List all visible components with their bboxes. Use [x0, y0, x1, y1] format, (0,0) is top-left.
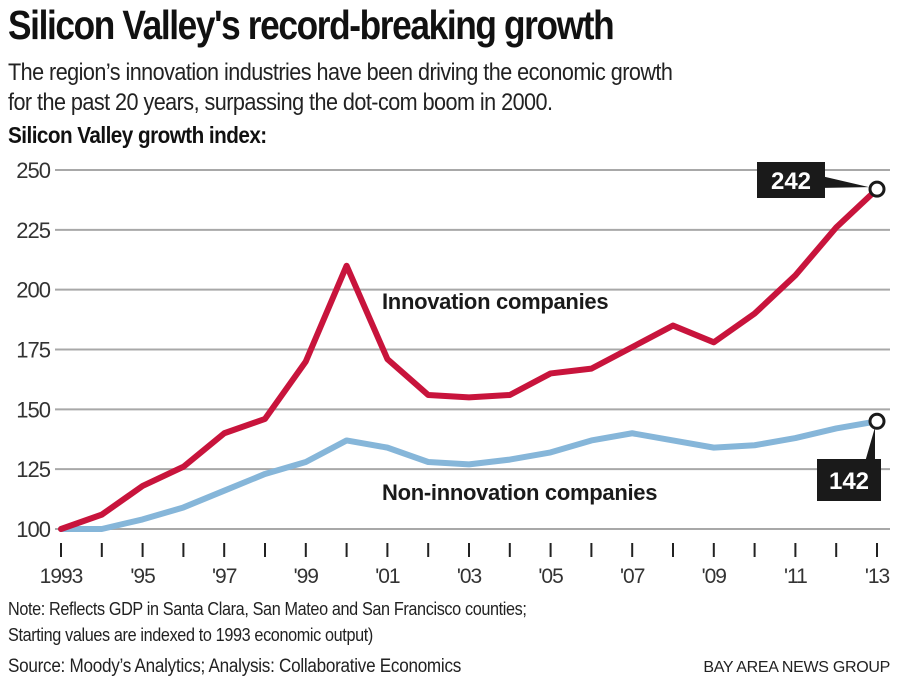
series-line-innovation [58, 186, 880, 532]
chart-title: Silicon Valley's record-breaking growth [8, 2, 615, 48]
x-tick-label: '95 [130, 565, 155, 588]
y-tick-label: 100 [16, 517, 50, 542]
subtitle-line-1: The region’s innovation industries have … [8, 59, 673, 86]
x-tick-label: '01 [375, 565, 400, 588]
y-tick-label: 225 [16, 218, 50, 243]
x-tick-label: 1993 [40, 565, 83, 588]
x-tick-label: '13 [865, 565, 890, 588]
series-line-non-innovation [58, 418, 880, 532]
y-tick-label: 200 [16, 278, 50, 303]
callout-pointer-innovation [817, 175, 869, 188]
x-tick-label: '03 [457, 565, 482, 588]
end-marker-innovation [868, 180, 886, 198]
y-axis-ticks: 100 125 150 175 200 225 250 [16, 158, 51, 542]
y-tick-label: 150 [16, 397, 50, 422]
chart-source: Source: Moody’s Analytics; Analysis: Col… [8, 656, 462, 677]
y-tick-label: 250 [16, 158, 50, 183]
x-tick-label: '99 [294, 565, 319, 588]
line-chart: 100 125 150 175 200 225 250 1993 '95 '97 '99 '01 '0… [16, 158, 891, 588]
subtitle-line-2: for the past 20 years, surpassing the do… [8, 89, 553, 116]
annotations: Innovation companies Non-innovation compa… [382, 162, 886, 505]
x-tick-label: '97 [212, 565, 237, 588]
callout-value-innovation: 242 [771, 168, 811, 195]
series-lines [58, 186, 880, 532]
chart-credit: BAY AREA NEWS GROUP [703, 659, 890, 676]
note-line-2: Starting values are indexed to 1993 econ… [8, 625, 373, 645]
end-marker-non-innovation [868, 412, 886, 430]
gridlines [55, 169, 890, 530]
x-tick-label: '07 [620, 565, 645, 588]
chart-note: Note: Reflects GDP in Santa Clara, San M… [8, 596, 527, 648]
callout-box-innovation [757, 162, 825, 198]
y-tick-label: 125 [16, 457, 50, 482]
y-tick-label: 175 [16, 338, 50, 363]
callout-box-non-innovation [817, 459, 881, 501]
x-tick-label: '09 [702, 565, 727, 588]
series-label-innovation: Innovation companies [382, 289, 608, 314]
series-label-non-innovation: Non-innovation companies [382, 480, 657, 505]
chart-subtitle: The region’s innovation industries have … [8, 58, 673, 118]
y-axis-title: Silicon Valley growth index: [8, 122, 267, 148]
callout-pointer-non-innovation [865, 427, 875, 462]
callout-value-non-innovation: 142 [829, 468, 869, 495]
x-tick-label: '05 [538, 565, 563, 588]
x-tick-label: '11 [784, 565, 807, 588]
x-axis-ticks: 1993 '95 '97 '99 '01 '03 '05 '07 '09 '11 '13 [40, 543, 891, 588]
note-line-1: Note: Reflects GDP in Santa Clara, San M… [8, 599, 527, 619]
